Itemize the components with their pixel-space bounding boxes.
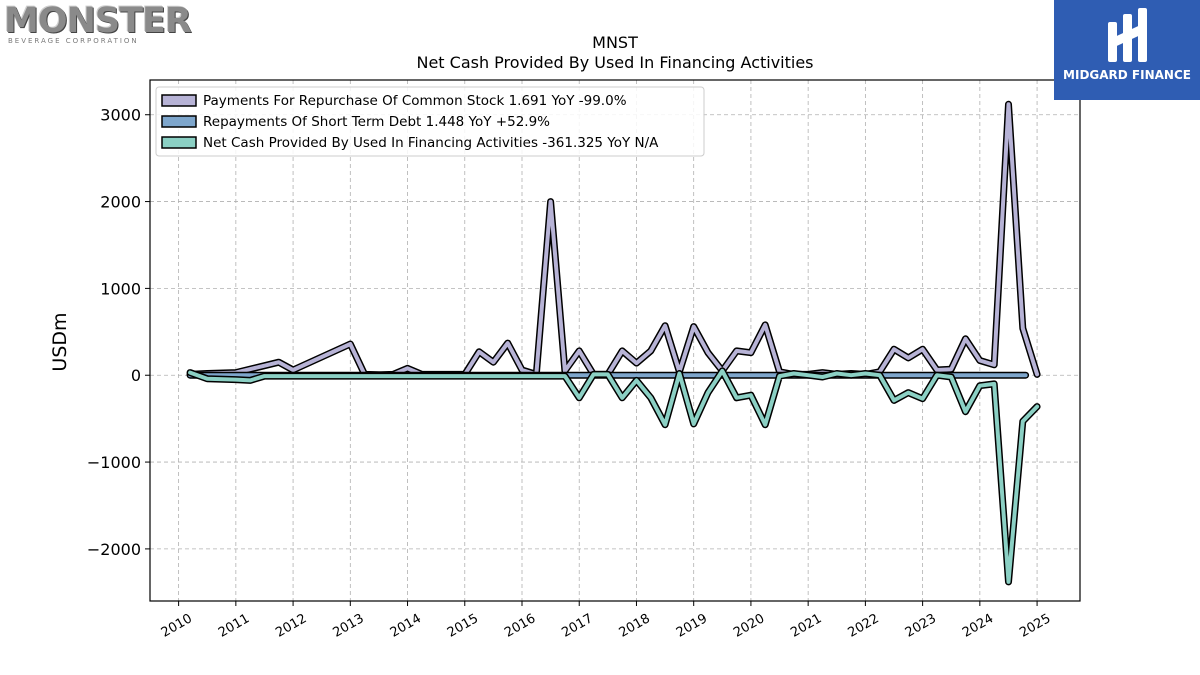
y-axis-label: USDm bbox=[49, 312, 71, 371]
midgard-finance-logo-text: MIDGARD FINANCE bbox=[1063, 68, 1191, 82]
x-tick-label: 2011 bbox=[216, 611, 252, 641]
x-tick-label: 2010 bbox=[159, 611, 195, 641]
x-axis: 2010 2011 2012 2013 2014 2015 2016 2017 2018 2019… bbox=[159, 601, 1053, 641]
x-tick-label: 2022 bbox=[846, 611, 882, 641]
y-tick-label: 2000 bbox=[100, 193, 141, 212]
y-tick-label: 1000 bbox=[100, 279, 141, 298]
y-tick-label: 0 bbox=[131, 366, 141, 385]
series-layer bbox=[186, 100, 1041, 586]
plot-frame bbox=[149, 79, 1081, 602]
monster-logo: MONSTER BEVERAGE CORPORATION bbox=[4, 1, 192, 46]
legend-label: Net Cash Provided By Used In Financing A… bbox=[203, 135, 659, 151]
y-tick-label: −2000 bbox=[87, 540, 141, 559]
x-tick-label: 2015 bbox=[445, 611, 481, 641]
series-2-line bbox=[188, 368, 1040, 584]
chart-subtitle: Net Cash Provided By Used In Financing A… bbox=[416, 53, 813, 72]
y-tick-label: 3000 bbox=[100, 106, 141, 125]
midgard-emblem-icon bbox=[1108, 8, 1147, 62]
x-tick-label: 2016 bbox=[502, 611, 538, 641]
x-tick-label: 2023 bbox=[903, 611, 939, 641]
x-tick-label: 2021 bbox=[788, 611, 824, 641]
x-tick-label: 2020 bbox=[731, 611, 767, 641]
legend-box bbox=[155, 86, 705, 157]
legend-swatch bbox=[161, 136, 197, 149]
grid bbox=[150, 80, 1080, 601]
midgard-finance-logo: MIDGARD FINANCE bbox=[1054, 0, 1200, 100]
x-tick-label: 2024 bbox=[960, 611, 996, 641]
y-axis: 3000 2000 1000 0 −1000 −2000 bbox=[87, 106, 150, 559]
legend-swatch bbox=[161, 94, 197, 107]
x-tick-label: 2014 bbox=[388, 611, 424, 641]
chart-title: MNST bbox=[592, 33, 638, 52]
monster-logo-text: MONSTER bbox=[4, 1, 192, 41]
x-tick-label: 2012 bbox=[273, 611, 309, 641]
monster-logo-subtext: BEVERAGE CORPORATION bbox=[8, 37, 139, 45]
legend-label: Payments For Repurchase Of Common Stock … bbox=[203, 93, 627, 109]
legend-label: Repayments Of Short Term Debt 1.448 YoY … bbox=[203, 114, 550, 130]
x-tick-label: 2018 bbox=[617, 611, 653, 641]
y-tick-label: −1000 bbox=[87, 453, 141, 472]
x-tick-label: 2013 bbox=[330, 611, 366, 641]
legend: Payments For Repurchase Of Common Stock … bbox=[155, 86, 705, 157]
x-tick-label: 2025 bbox=[1017, 611, 1053, 641]
series-2-outline bbox=[186, 367, 1041, 586]
x-tick-label: 2019 bbox=[674, 611, 710, 641]
legend-swatch bbox=[161, 115, 197, 128]
x-tick-label: 2017 bbox=[559, 611, 595, 641]
